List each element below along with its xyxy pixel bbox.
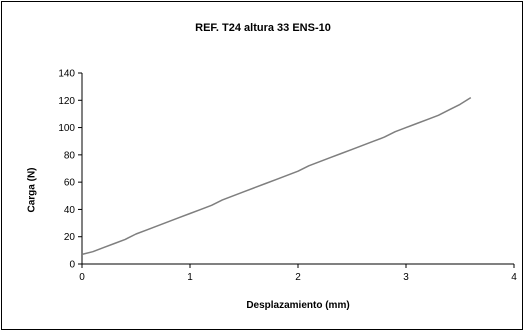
y-tick-label: 60 [64, 178, 76, 189]
y-tick-label: 120 [58, 96, 75, 107]
chart-title: REF. T24 altura 33 ENS-10 [195, 22, 331, 34]
x-tick-label: 3 [403, 272, 409, 283]
y-tick-label: 100 [58, 123, 75, 134]
x-tick-label: 2 [295, 272, 301, 283]
x-axis-label: Desplazamiento (mm) [246, 300, 350, 311]
y-tick-label: 20 [64, 232, 76, 243]
x-tick-label: 1 [187, 272, 193, 283]
data-series-line [81, 96, 472, 256]
x-tick-label: 4 [511, 272, 517, 283]
y-tick-label: 0 [69, 260, 75, 271]
y-tick-label: 140 [58, 69, 75, 80]
y-tick-label: 40 [64, 205, 76, 216]
x-tick-label: 0 [79, 272, 85, 283]
y-tick-label: 80 [64, 150, 76, 161]
